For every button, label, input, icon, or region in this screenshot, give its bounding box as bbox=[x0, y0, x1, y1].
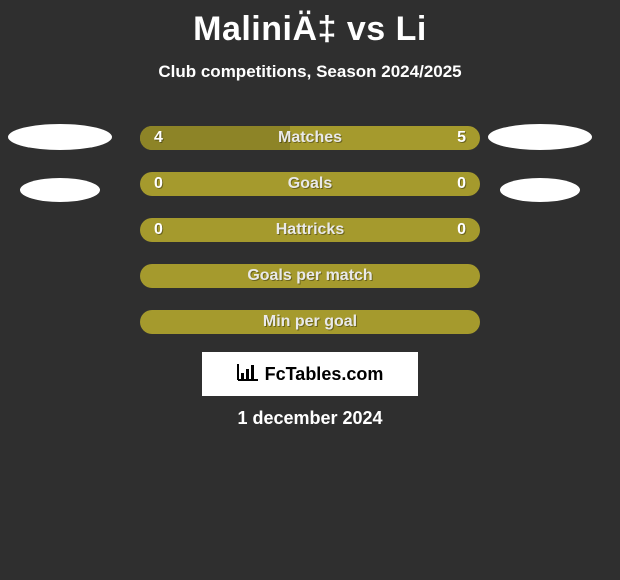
comparison-bar-label: Goals per match bbox=[247, 267, 372, 285]
comparison-bar-right-value: 0 bbox=[457, 221, 466, 239]
fctables-label: FcTables.com bbox=[265, 364, 384, 385]
comparison-bar-left-value: 0 bbox=[154, 175, 163, 193]
comparison-bar-right-value: 0 bbox=[457, 175, 466, 193]
comparison-bar-label: Matches bbox=[278, 129, 342, 147]
fctables-badge: FcTables.com bbox=[202, 352, 418, 396]
right-avatar-ellipse bbox=[500, 178, 580, 202]
comparison-bar-label: Hattricks bbox=[276, 221, 344, 239]
date-line: 1 december 2024 bbox=[0, 408, 620, 429]
bar-chart-icon bbox=[237, 363, 259, 386]
comparison-bar-left-value: 4 bbox=[154, 129, 163, 147]
comparison-bar: Goals 0 0 bbox=[140, 172, 480, 196]
comparison-bar-label: Goals bbox=[288, 175, 332, 193]
page-title: MaliniÄ‡ vs Li bbox=[0, 10, 620, 49]
left-avatar-ellipse bbox=[20, 178, 100, 202]
comparison-bar-left-value: 0 bbox=[154, 221, 163, 239]
comparison-bar: Min per goal bbox=[140, 310, 480, 334]
right-avatar-ellipse bbox=[488, 124, 592, 150]
comparison-bar-label: Min per goal bbox=[263, 313, 357, 331]
comparison-bar-right-value: 5 bbox=[457, 129, 466, 147]
subtitle: Club competitions, Season 2024/2025 bbox=[0, 62, 620, 82]
comparison-bar: Hattricks 0 0 bbox=[140, 218, 480, 242]
comparison-bar: Matches 4 5 bbox=[140, 126, 480, 150]
comparison-bar: Goals per match bbox=[140, 264, 480, 288]
left-avatar-ellipse bbox=[8, 124, 112, 150]
